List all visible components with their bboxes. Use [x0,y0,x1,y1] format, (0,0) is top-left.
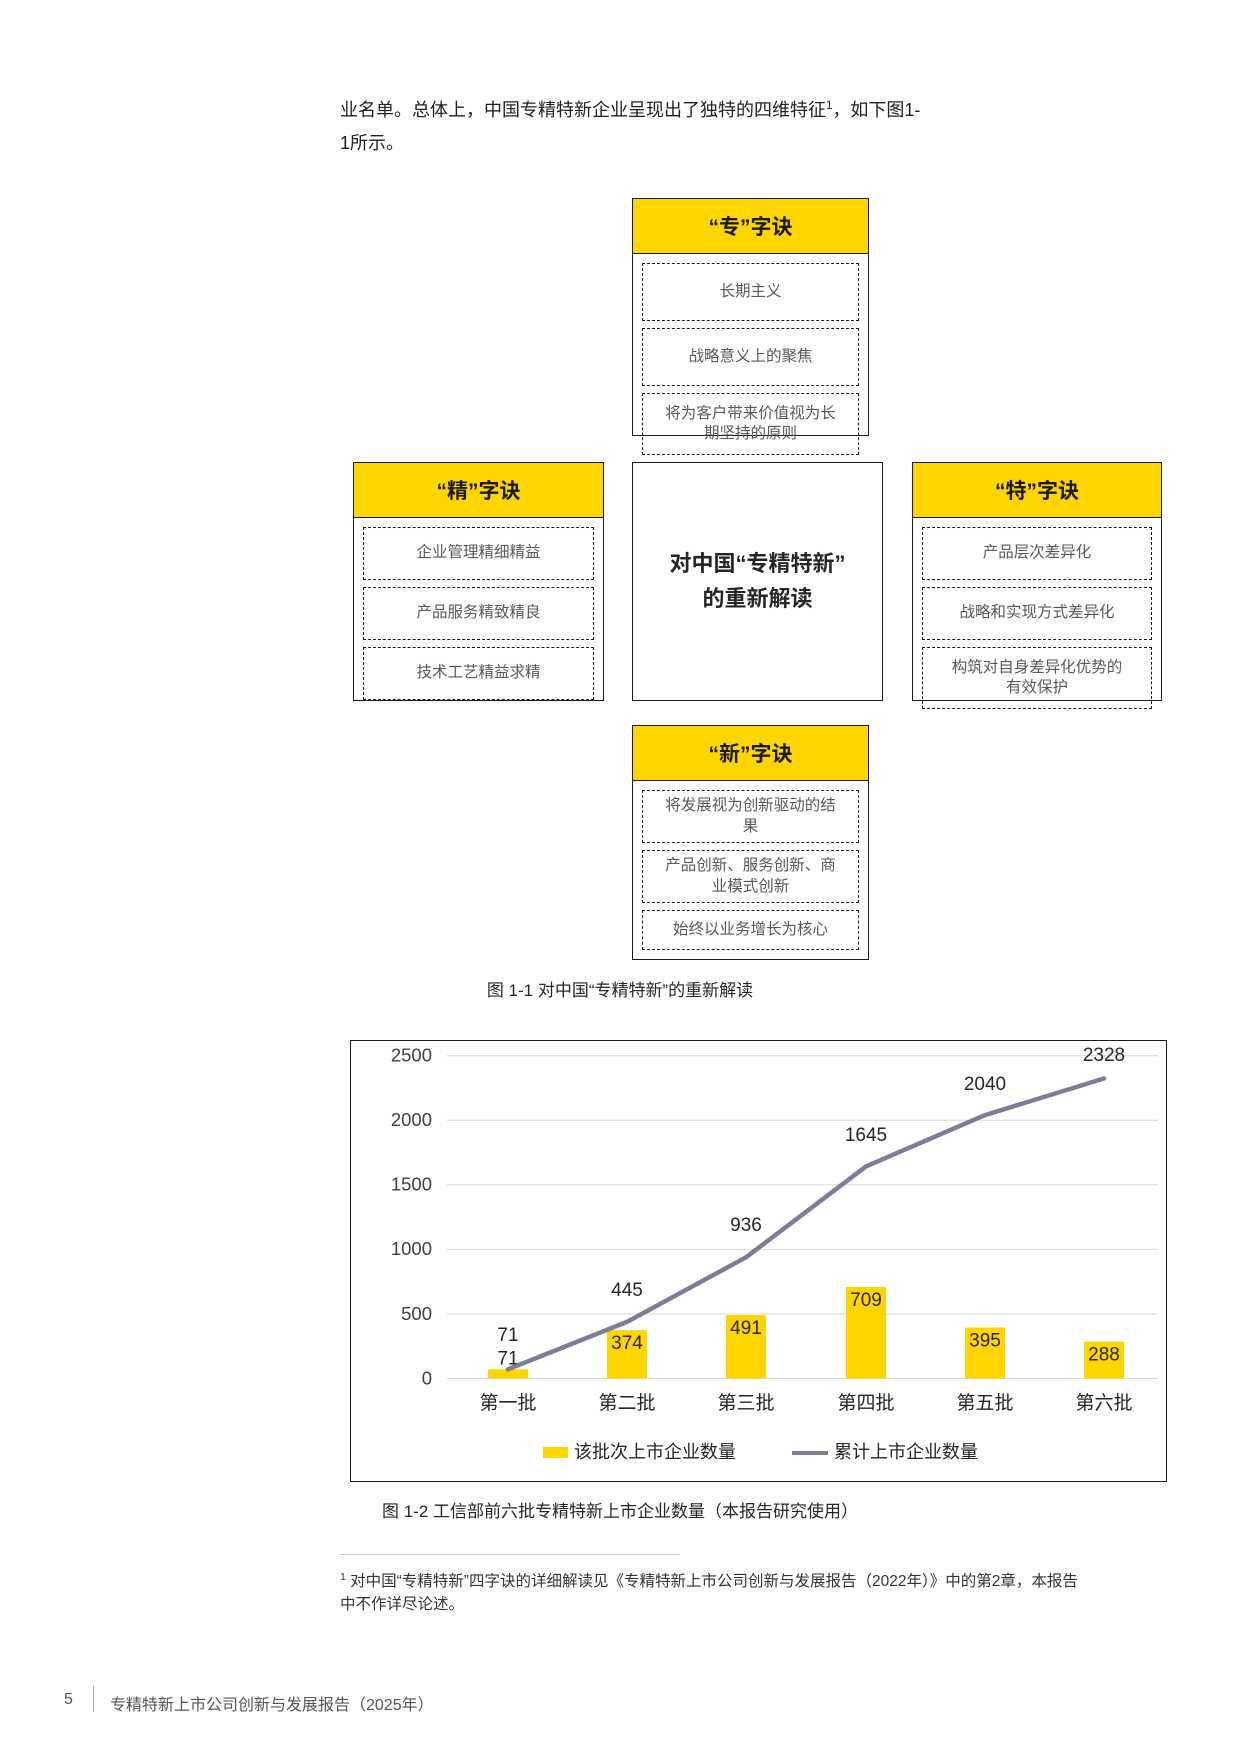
svg-text:374: 374 [611,1333,643,1354]
svg-text:709: 709 [850,1290,882,1311]
svg-text:2000: 2000 [391,1109,432,1130]
svg-text:1000: 1000 [391,1238,432,1259]
svg-text:288: 288 [1088,1345,1120,1366]
svg-text:该批次上市企业数量: 该批次上市企业数量 [574,1442,736,1462]
svg-text:0: 0 [422,1367,432,1388]
svg-text:第四批: 第四批 [837,1392,894,1414]
svg-text:395: 395 [969,1331,1001,1352]
svg-text:71: 71 [497,1325,518,1346]
svg-text:累计上市企业数量: 累计上市企业数量 [834,1442,978,1462]
svg-text:1645: 1645 [845,1125,887,1146]
svg-text:445: 445 [611,1280,643,1301]
svg-text:2500: 2500 [391,1045,432,1066]
svg-text:第二批: 第二批 [598,1392,655,1414]
svg-text:第三批: 第三批 [717,1392,774,1414]
svg-text:第六批: 第六批 [1075,1392,1132,1414]
svg-text:491: 491 [730,1318,762,1339]
svg-text:第五批: 第五批 [956,1392,1013,1414]
svg-text:1500: 1500 [391,1174,432,1195]
svg-text:2328: 2328 [1083,1045,1125,1066]
svg-text:2040: 2040 [964,1074,1006,1095]
svg-text:936: 936 [730,1215,762,1236]
svg-text:500: 500 [401,1303,432,1324]
svg-text:第一批: 第一批 [479,1392,536,1414]
